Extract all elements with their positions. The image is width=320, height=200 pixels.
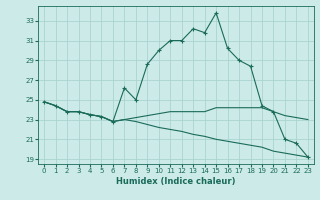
X-axis label: Humidex (Indice chaleur): Humidex (Indice chaleur) [116,177,236,186]
